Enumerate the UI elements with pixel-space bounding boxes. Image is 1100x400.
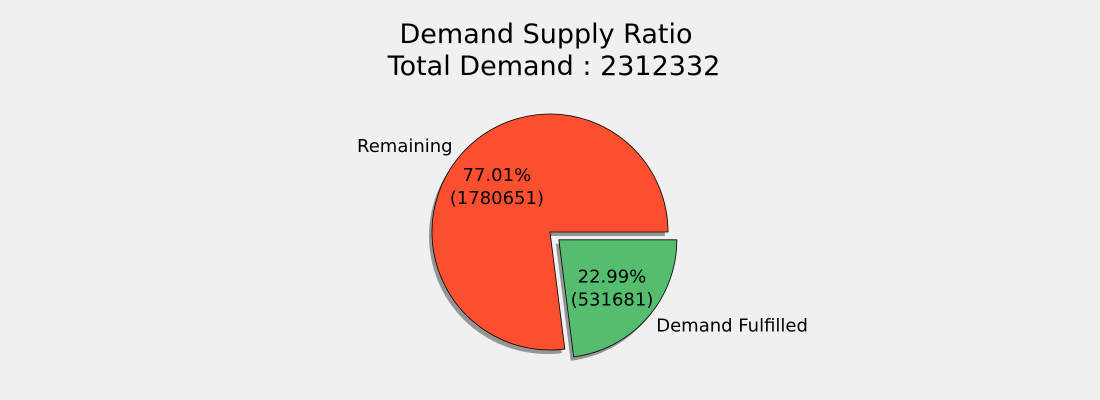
slice-label-remaining: Remaining bbox=[357, 136, 453, 157]
slice-value-remaining: (1780651) bbox=[450, 188, 544, 209]
slice-demand-fulfilled bbox=[558, 239, 678, 358]
labels-group: Remaining 77.01%(1780651) Demand Fulfilled… bbox=[357, 136, 808, 336]
chart-title: Demand Supply Ratio bbox=[400, 19, 693, 50]
slice-value-demand-fulfilled: (531681) bbox=[571, 290, 654, 311]
slices-group bbox=[431, 113, 678, 358]
chart-subtitle: Total Demand : 2312332 bbox=[387, 51, 721, 82]
slice-percent-demand-fulfilled: 22.99% bbox=[578, 267, 647, 288]
slice-remaining bbox=[431, 113, 669, 351]
slice-percent-remaining: 77.01% bbox=[463, 165, 532, 186]
slice-label-demand-fulfilled: Demand Fulfilled bbox=[656, 316, 808, 337]
